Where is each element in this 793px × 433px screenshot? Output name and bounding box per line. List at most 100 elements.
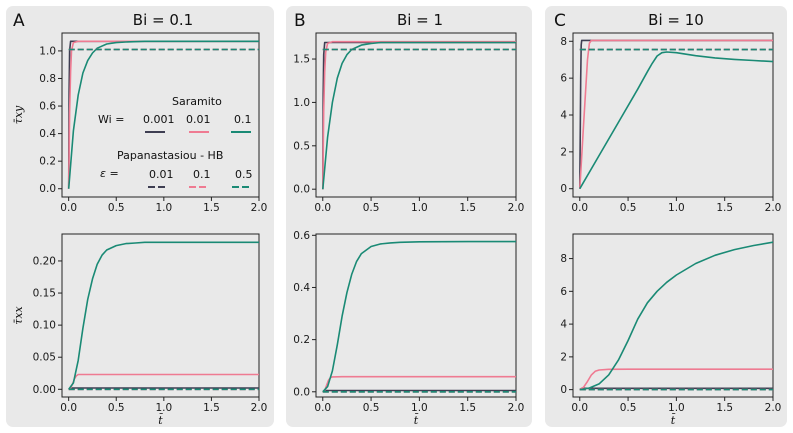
panel-a-bottom-ytick-label: 0.15 (33, 288, 56, 300)
panel-c-top-ytick-label: 0 (560, 183, 567, 195)
panel-c-background (545, 6, 787, 427)
panel-c-bottom-ytick-label: 2 (560, 351, 567, 363)
panel-a-top-ytick-label: 0.4 (39, 128, 56, 140)
panel-b-bottom-ytick-label: 0.4 (293, 282, 310, 294)
panel-b-bottom-xtick-label: 0.0 (314, 402, 331, 414)
legend-wi-value-1: 0.001 (143, 113, 175, 126)
panel-c-bottom-ytick-label: 0 (560, 384, 567, 396)
panel-a-top-ytick-label: 0.2 (39, 156, 56, 168)
legend-wi-value-3: 0.1 (234, 113, 252, 126)
panel-b-title: Bi = 1 (397, 11, 443, 29)
panel-c-bottom-xtick-label: 2.0 (765, 402, 782, 414)
panel-c-title: Bi = 10 (648, 11, 704, 29)
legend-eps-label: ε = (100, 167, 119, 180)
legend-eps-value-2: 0.1 (193, 168, 211, 181)
panel-a-top-xtick-label: 1.5 (203, 202, 220, 214)
panel-a-letter: A (13, 11, 25, 31)
legend-saramito-title: Saramito (172, 95, 222, 108)
panel-b-top-xtick-label: 0.0 (314, 202, 331, 214)
panel-a-top-ytick-label: 0.0 (39, 183, 56, 195)
panel-b-top-xtick-label: 1.5 (459, 202, 476, 214)
legend-eps-value-3: 0.5 (235, 168, 253, 181)
panel-b-letter: B (294, 11, 306, 31)
panel-b-bottom-xlabel: t̄ (414, 414, 419, 427)
legend-eps-value-1: 0.01 (149, 168, 174, 181)
panel-b-top-series-2-line (322, 40, 516, 190)
panel-b-bottom-xtick-label: 0.5 (363, 402, 380, 414)
panel-b-bottom-ytick-label: 0.2 (293, 334, 310, 346)
panel-c-bottom-xtick-label: 0.5 (620, 402, 637, 414)
panel-a-top-xtick-label: 0.0 (60, 202, 77, 214)
panel-a-title: Bi = 0.1 (133, 11, 193, 29)
panel-a-top-xtick-label: 0.5 (108, 202, 125, 214)
panel-a-top-ylabel: τ̄xy (12, 105, 25, 124)
panel-b-top-ytick-label: 1.5 (293, 54, 310, 66)
panel-b-bottom-xtick-label: 1.0 (411, 402, 428, 414)
panel-a-top-series-2-line (67, 40, 259, 189)
panel-a-top-xtick-label: 2.0 (251, 202, 268, 214)
panel-a-bottom-ytick-label: 0.20 (33, 255, 56, 267)
panel-a-bottom-axes-frame (61, 233, 260, 398)
panel-b-top-xtick-label: 2.0 (508, 202, 525, 214)
panel-a-top-axes-frame (61, 32, 260, 198)
panel-c-top-series-3-line (579, 51, 774, 190)
panel-a-top-ytick-label: 0.8 (39, 73, 56, 85)
panel-c-top-ytick-label: 6 (560, 73, 567, 85)
panel-b-top-ytick-label: 0.5 (293, 140, 310, 152)
panel-a-bottom-xtick-label: 0.5 (108, 402, 125, 414)
legend-ph-title: Papanastasiou - HB (117, 149, 223, 162)
panel-b-top-xtick-label: 1.0 (411, 202, 428, 214)
panel-c-bottom-xlabel: t̄ (671, 414, 676, 427)
panel-a-top-series-3-line (67, 40, 259, 189)
panel-b-top-ytick-label: 0.0 (293, 184, 310, 196)
panel-c-bottom-series-2-line (579, 368, 773, 391)
panel-a-bottom-xlabel: t̄ (158, 414, 163, 427)
panel-a-bottom-xtick-label: 1.0 (155, 402, 172, 414)
panel-a-bottom-ytick-label: 0.10 (33, 320, 56, 332)
panel-c-top-xtick-label: 2.0 (765, 202, 782, 214)
panel-c-top-ytick-label: 4 (560, 110, 567, 122)
panel-b-bottom-xtick-label: 2.0 (508, 402, 525, 414)
panel-c-top-series-2-line (579, 39, 773, 189)
panel-b-top-series-3-line (322, 41, 516, 190)
panel-b-bottom-xtick-label: 1.5 (459, 402, 476, 414)
panel-a-bottom-xtick-label: 0.0 (60, 402, 77, 414)
panel-c-bottom-xtick-label: 1.0 (668, 402, 685, 414)
panel-c-top-xtick-label: 1.0 (668, 202, 685, 214)
panel-b-top-xtick-label: 0.5 (363, 202, 380, 214)
panel-a-bottom-ytick-label: 0.00 (33, 384, 56, 396)
panel-c-top-xtick-label: 1.5 (716, 202, 733, 214)
panel-b-bottom-ytick-label: 0.6 (293, 230, 310, 242)
panel-a-bottom-xtick-label: 1.5 (203, 402, 220, 414)
panel-a-bottom-ylabel: τ̄xx (12, 305, 25, 324)
panel-c-bottom-axes-frame (572, 233, 774, 398)
panel-c-top-xtick-label: 0.5 (620, 202, 637, 214)
panel-a-background (6, 6, 274, 427)
panel-c-bottom-series-3-line (579, 241, 774, 391)
legend-wi-value-2: 0.01 (186, 113, 211, 126)
panel-b-top-ytick-label: 1.0 (293, 97, 310, 109)
panel-c-bottom-ytick-label: 4 (560, 319, 567, 331)
panel-c-bottom-xtick-label: 0.0 (571, 402, 588, 414)
panel-a-bottom-xtick-label: 2.0 (251, 402, 268, 414)
panel-c-top-ytick-label: 2 (560, 146, 567, 158)
legend-wi-label: Wi = (98, 113, 124, 126)
panel-c-bottom-ytick-label: 8 (560, 253, 567, 265)
legend: Saramito Wi = 0.001 0.01 0.1 Papanastasi… (98, 95, 253, 188)
panel-a-bottom-series-3-line (68, 241, 259, 390)
panel-b-bottom-ytick-label: 0.0 (293, 386, 310, 398)
panel-b-bottom-axes-frame (315, 233, 517, 398)
panel-b-top-axes-frame (315, 32, 517, 198)
panel-a-top-ytick-label: 0.6 (39, 101, 56, 113)
panel-c-top-ytick-label: 8 (560, 36, 567, 48)
panel-c-bottom-ytick-label: 6 (560, 286, 567, 298)
panel-c-bottom-xtick-label: 1.5 (716, 402, 733, 414)
panel-b-bottom-series-3-line (322, 240, 516, 393)
panel-a-top-ytick-label: 1.0 (39, 45, 56, 57)
panel-c-letter: C (554, 11, 566, 31)
panel-b-background (286, 6, 532, 427)
panel-a-bottom-ytick-label: 0.05 (33, 352, 56, 364)
panel-a-top-xtick-label: 1.0 (155, 202, 172, 214)
panel-c-top-xtick-label: 0.0 (571, 202, 588, 214)
